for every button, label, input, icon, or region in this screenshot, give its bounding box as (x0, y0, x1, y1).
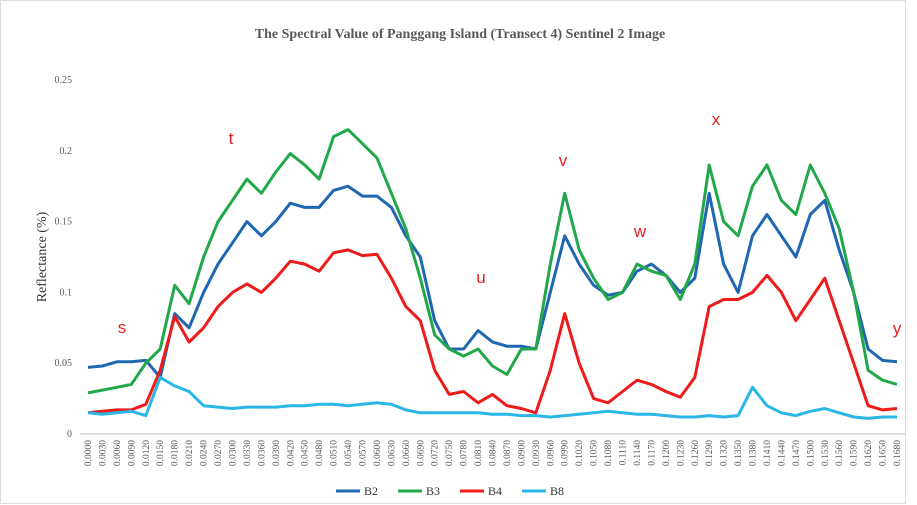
annotation: x (712, 110, 721, 129)
y-axis-label: Reflectance (%) (35, 211, 50, 302)
x-tick-label: 0.0090 (127, 440, 137, 466)
x-tick-label: 0.0060 (113, 440, 123, 466)
x-tick-label: 0.1020 (575, 440, 585, 466)
x-tick-label: 0.0480 (315, 440, 325, 466)
x-tick-label: 0.1140 (633, 440, 643, 466)
x-tick-label: 0.1350 (734, 440, 744, 466)
y-tick-label: 0.05 (55, 358, 73, 369)
x-tick-label: 0.0870 (503, 440, 513, 466)
y-tick-label: 0 (67, 429, 72, 440)
annotation: w (633, 222, 647, 241)
x-tick-label: 0.1260 (691, 440, 701, 466)
x-tick-label: 0.0990 (561, 440, 571, 466)
x-tick-label: 0.1320 (720, 440, 730, 466)
x-tick-label: 0.0540 (344, 440, 354, 466)
x-tick-label: 0.1230 (676, 440, 686, 466)
x-tick-label: 0.0810 (474, 440, 484, 466)
y-tick-label: 0.1 (60, 287, 73, 298)
x-tick-label: 0.0450 (301, 440, 311, 466)
x-tick-label: 0.0660 (402, 440, 412, 466)
legend-label: B4 (488, 484, 502, 498)
x-tick-label: 0.0240 (200, 440, 210, 466)
annotation: u (476, 268, 485, 287)
x-tick-label: 0.1680 (893, 440, 903, 466)
x-tick-label: 0.1080 (604, 440, 614, 466)
x-tick-label: 0.0570 (358, 440, 368, 466)
x-tick-label: 0.1470 (792, 440, 802, 466)
x-tick-label: 0.0930 (532, 440, 542, 466)
x-tick-label: 0.0210 (185, 440, 195, 466)
x-tick-label: 0.0360 (257, 440, 267, 466)
x-tick-label: 0.1110 (619, 440, 629, 466)
x-tick-label: 0.0720 (431, 440, 441, 466)
annotation: v (559, 151, 568, 170)
x-tick-label: 0.1620 (864, 440, 874, 466)
x-tick-label: 0.1290 (705, 440, 715, 466)
x-tick-label: 0.1200 (662, 440, 672, 466)
x-tick-label: 0.1650 (879, 440, 889, 466)
x-tick-label: 0.0420 (286, 440, 296, 466)
x-tick-label: 0.0840 (489, 440, 499, 466)
x-tick-label: 0.0270 (214, 440, 224, 466)
y-tick-label: 0.25 (55, 75, 73, 86)
x-tick-label: 0.1380 (749, 440, 759, 466)
x-tick-label: 0.0300 (228, 440, 238, 466)
x-tick-label: 0.1530 (821, 440, 831, 466)
x-tick-label: 0.0510 (330, 440, 340, 466)
series-line (87, 128, 898, 395)
x-tick-label: 0.0780 (460, 440, 470, 466)
legend-label: B2 (364, 484, 378, 498)
x-tick-label: 0.1590 (850, 440, 860, 466)
x-tick-label: 0.0330 (243, 440, 253, 466)
x-tick-label: 0.1500 (806, 440, 816, 466)
x-tick-label: 0.0690 (416, 440, 426, 466)
y-tick-label: 0.15 (55, 217, 73, 228)
x-tick-label: 0.0750 (445, 440, 455, 466)
x-tick-label: 0.0150 (156, 440, 166, 466)
chart-title: The Spectral Value of Panggang Island (T… (255, 27, 665, 42)
legend-label: B3 (426, 484, 440, 498)
x-tick-label: 0.0900 (517, 440, 527, 466)
x-tick-label: 0.0630 (387, 440, 397, 466)
x-tick-label: 0.0180 (171, 440, 181, 466)
x-tick-label: 0.0030 (98, 440, 108, 466)
x-tick-label: 0.0390 (272, 440, 282, 466)
annotation: y (893, 319, 902, 338)
x-tick-label: 0.0600 (373, 440, 383, 466)
series-line (87, 248, 898, 415)
x-tick-label: 0.1170 (647, 440, 657, 466)
x-tick-label: 0.0120 (142, 440, 152, 466)
x-tick-label: 0.1440 (777, 440, 787, 466)
x-tick-label: 0.0960 (546, 440, 556, 466)
x-tick-label: 0.1050 (590, 440, 600, 466)
series-line (87, 184, 898, 379)
x-tick-label: 0.1410 (763, 440, 773, 466)
x-tick-label: 0.1560 (835, 440, 845, 466)
series-line (87, 375, 897, 420)
y-tick-label: 0.2 (60, 146, 73, 157)
x-tick-label: 0.0000 (84, 440, 94, 466)
annotation: s (118, 318, 127, 337)
annotation: t (229, 129, 234, 148)
legend-label: B8 (550, 484, 564, 498)
